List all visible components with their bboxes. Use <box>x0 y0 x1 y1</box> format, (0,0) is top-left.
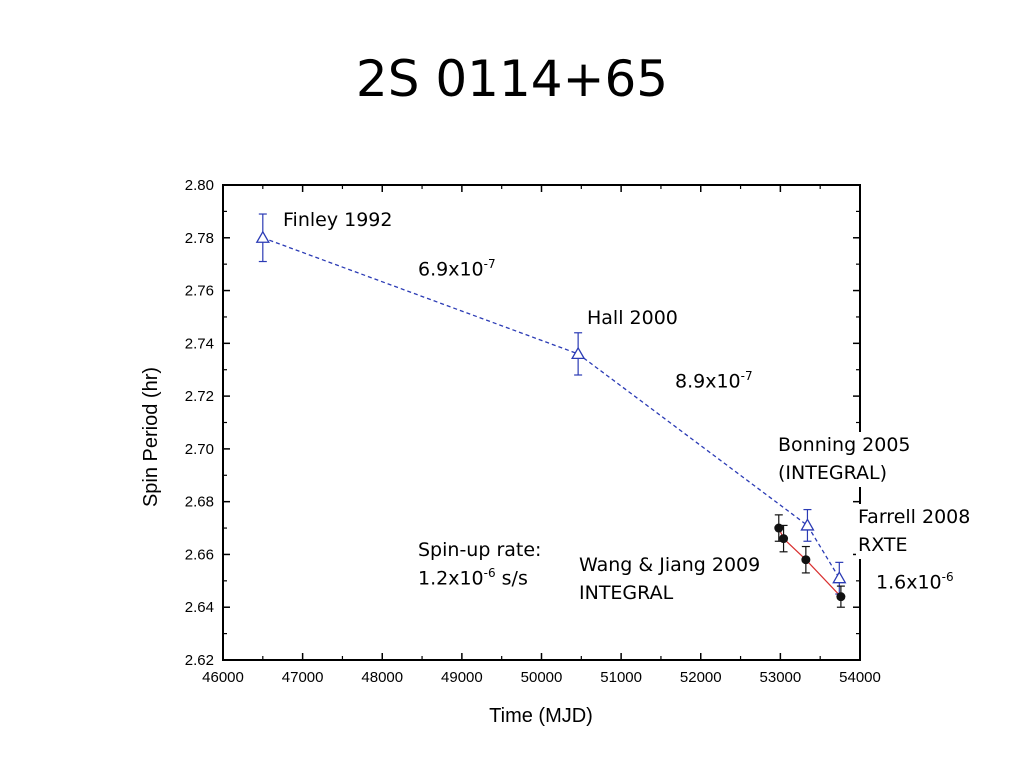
x-tick-label: 50000 <box>521 669 563 686</box>
y-tick-label: 2.66 <box>185 546 214 563</box>
series-1-point <box>571 332 586 376</box>
y-tick-label: 2.70 <box>185 441 214 458</box>
series-2-line <box>778 527 842 598</box>
y-tick-label: 2.64 <box>185 599 214 616</box>
series-2-point <box>836 585 846 608</box>
x-tick-label: 48000 <box>361 669 403 686</box>
y-tick-label: 2.62 <box>185 652 214 669</box>
annotation-rate-1: 6.9x10-7 <box>418 257 496 281</box>
series-1-point <box>255 213 270 263</box>
y-tick-label: 2.78 <box>185 230 214 247</box>
annotation-bonning-line-2: (INTEGRAL) <box>778 461 887 484</box>
plot-frame <box>222 184 861 661</box>
y-axis-label: Spin Period (hr) <box>140 367 162 507</box>
y-tick-label: 2.68 <box>185 494 214 511</box>
annotation-rate-3: 1.6x10-6 <box>876 570 954 594</box>
annotation-hall: Hall 2000 <box>587 307 678 329</box>
series-1-line <box>262 237 840 579</box>
axis-ticks <box>222 184 861 661</box>
x-tick-label: 53000 <box>760 669 802 686</box>
x-tick-label: 54000 <box>839 669 881 686</box>
annotation-spinup-line-1: Spin-up rate: <box>418 539 542 561</box>
annotation-farrell-line-1: Farrell 2008 <box>858 506 971 528</box>
slide-title: 2S 0114+65 <box>355 50 669 108</box>
y-tick-label: 2.72 <box>185 388 214 405</box>
annotation-wang-line-1: Wang & Jiang 2009 <box>579 554 761 576</box>
x-tick-label: 49000 <box>441 669 483 686</box>
series-lines <box>262 237 842 598</box>
x-tick-labels: 46000 47000 48000 49000 50000 51000 52000 53000… <box>202 669 881 686</box>
series-1-point <box>800 508 815 542</box>
y-tick-label: 2.76 <box>185 283 214 300</box>
y-tick-label: 2.80 <box>185 177 214 194</box>
data-markers <box>255 213 847 608</box>
triangle-marker <box>800 518 815 531</box>
series-2-point <box>779 524 789 553</box>
annotation-bonning-line-1: Bonning 2005 <box>778 434 911 456</box>
x-tick-label: 51000 <box>600 669 642 686</box>
series-2-point <box>801 545 811 574</box>
circle-marker <box>836 592 846 602</box>
x-tick-label: 46000 <box>202 669 244 686</box>
annotation-bonning: Bonning 2005 (INTEGRAL) <box>776 432 913 488</box>
x-axis-label: Time (MJD) <box>489 705 593 727</box>
annotation-finley: Finley 1992 <box>283 209 393 231</box>
series-1-point <box>832 561 847 595</box>
triangle-marker <box>255 230 270 243</box>
annotation-spinup-line-2: 1.2x10-6 s/s <box>418 565 528 589</box>
annotation-spinup: Spin-up rate: 1.2x10-6 s/s <box>418 537 541 592</box>
annotation-farrell: Farrell 2008 RXTE <box>856 504 973 560</box>
circle-marker <box>779 534 789 544</box>
annotation-wang: Wang & Jiang 2009 INTEGRAL <box>579 552 760 607</box>
annotation-farrell-line-2: RXTE <box>858 533 908 556</box>
annotation-wang-line-2: INTEGRAL <box>579 581 674 604</box>
x-tick-label: 47000 <box>282 669 324 686</box>
annotation-rate-2: 8.9x10-7 <box>675 369 753 393</box>
triangle-marker <box>571 346 586 360</box>
y-tick-label: 2.74 <box>185 335 214 352</box>
circle-marker <box>801 555 811 565</box>
x-tick-label: 52000 <box>680 669 722 686</box>
y-tick-labels: 2.62 2.64 2.66 2.68 2.70 2.72 2.74 2.76 2.78 2.80 <box>185 177 214 669</box>
triangle-marker <box>832 570 847 584</box>
